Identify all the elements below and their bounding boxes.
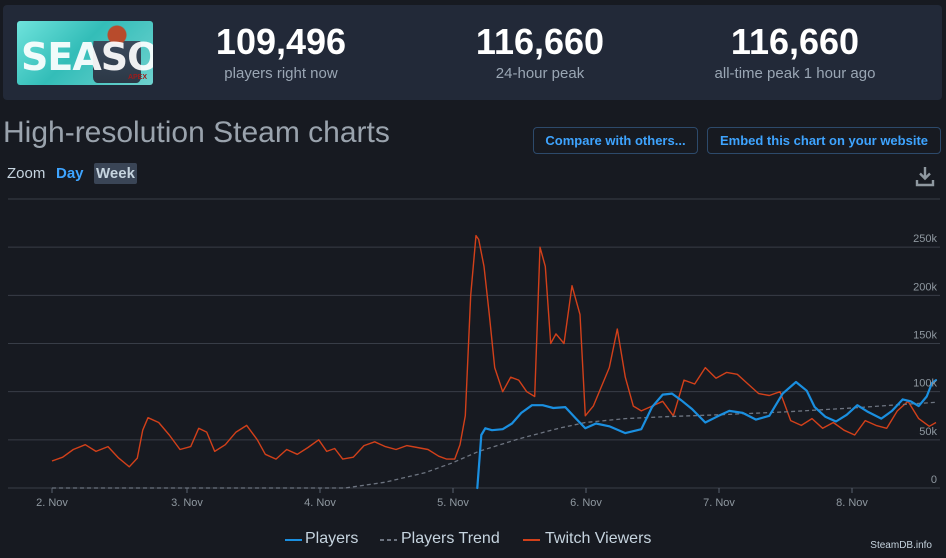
x-tick-label: 6. Nov	[570, 497, 602, 509]
players-trend-line	[52, 401, 937, 489]
x-tick-label: 3. Nov	[171, 497, 203, 509]
twitch-viewers-line	[51, 234, 937, 468]
stats-bar	[3, 5, 942, 100]
legend-players-trend[interactable]: Players Trend	[380, 530, 500, 548]
zoom-controls: Zoom Day Week	[7, 163, 137, 184]
y-tick-label: 100k	[913, 378, 937, 390]
zoom-day-button[interactable]: Day	[56, 165, 84, 182]
y-tick-label: 150k	[913, 330, 937, 342]
legend-players[interactable]: Players	[285, 530, 358, 548]
stat-24h-peak: 116,660 24-hour peak	[455, 22, 625, 83]
steamdb-credit[interactable]: SteamDB.info	[870, 540, 932, 551]
y-tick-label: 200k	[913, 281, 937, 293]
label-layer: 0 50k 100k 150k 200k 250k 2. Nov 3. Nov 4. Nov 5.…	[36, 233, 937, 509]
zoom-week-button[interactable]: Week	[94, 163, 137, 184]
players-swatch	[285, 539, 302, 541]
twitch-swatch	[523, 539, 540, 541]
legend-label: Players	[305, 530, 359, 547]
stat-label: 24-hour peak	[495, 65, 585, 82]
page-title: High-resolution Steam charts	[3, 116, 390, 149]
x-tick-label: 5. Nov	[437, 497, 469, 509]
x-tick-label: 7. Nov	[703, 497, 735, 509]
players-line	[476, 379, 938, 490]
stat-value: 116,660	[730, 21, 860, 62]
embed-chart-button[interactable]: Embed this chart on your website	[707, 127, 941, 154]
compare-button[interactable]: Compare with others...	[533, 127, 698, 154]
legend-label: Twitch Viewers	[545, 530, 652, 547]
x-tick-label: 8. Nov	[836, 497, 868, 509]
x-tick-label: 2. Nov	[36, 497, 68, 509]
x-tick-label: 4. Nov	[304, 497, 336, 509]
character-image	[93, 23, 141, 83]
thumbnail-title: SEASON 07	[21, 35, 153, 85]
series-layer	[51, 234, 938, 490]
y-tick-label: 50k	[919, 426, 937, 438]
stat-value: 116,660	[475, 21, 605, 62]
zoom-label: Zoom	[7, 165, 46, 182]
legend-twitch-viewers[interactable]: Twitch Viewers	[523, 530, 651, 548]
stat-current-players: 109,496 players right now	[196, 22, 366, 83]
game-thumbnail[interactable]: SEASON 07 APEX	[17, 21, 153, 85]
stat-label: all-time peak 1 hour ago	[714, 65, 876, 82]
download-icon[interactable]	[915, 165, 935, 187]
stat-value: 109,496	[215, 21, 347, 62]
stat-all-time-peak: 116,660 all-time peak 1 hour ago	[690, 22, 900, 83]
y-tick-label: 250k	[913, 233, 937, 245]
legend-label: Players Trend	[401, 530, 500, 547]
thumbnail-badge: APEX	[127, 74, 147, 81]
steam-players-chart: 0 50k 100k 150k 200k 250k 2. Nov 3. Nov 4. Nov 5.…	[8, 198, 940, 509]
players-trend-swatch	[380, 539, 397, 541]
grid-layer	[8, 198, 940, 493]
stat-label: players right now	[224, 65, 338, 82]
y-tick-label: 0	[931, 474, 937, 486]
